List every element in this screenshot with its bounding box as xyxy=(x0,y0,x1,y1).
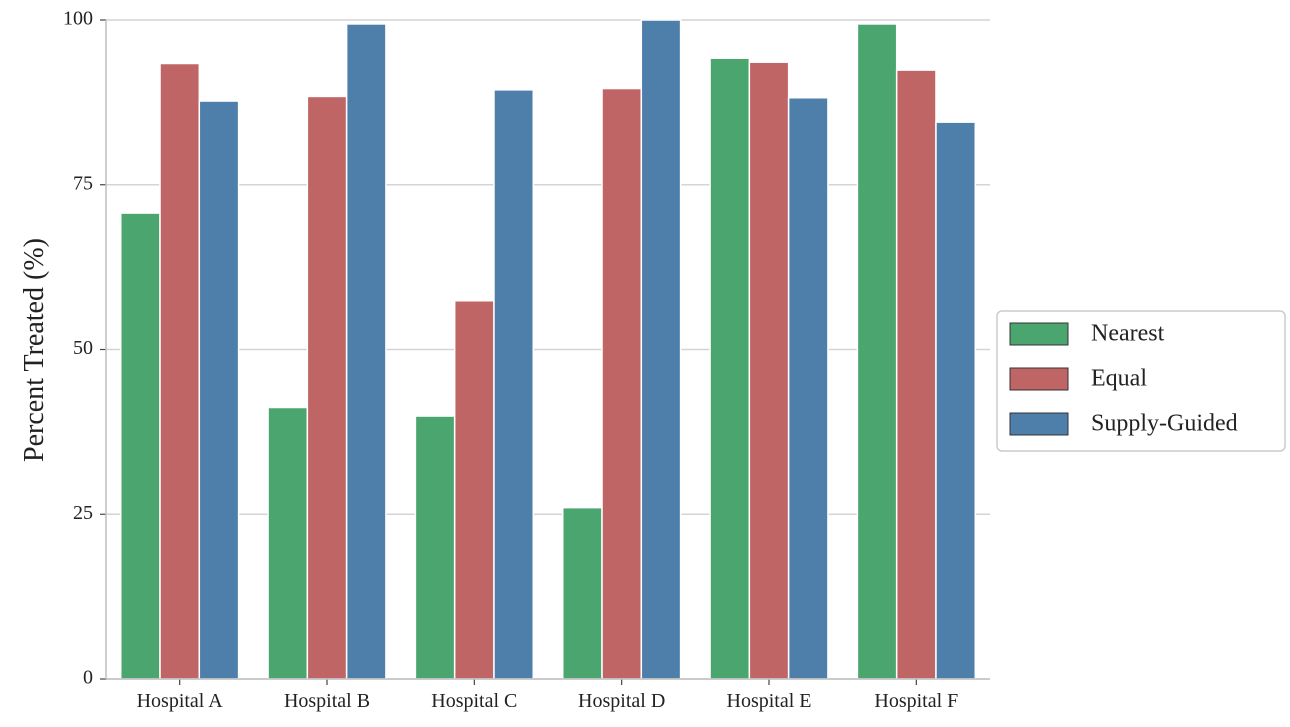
bar-equal-hospital-c xyxy=(453,299,495,680)
bar-supply-guided-hospital-c xyxy=(493,89,535,680)
bar-supply-guided-hospital-b xyxy=(345,23,387,680)
bar-nearest-hospital-f xyxy=(856,23,898,680)
bar-equal-hospital-e xyxy=(748,61,790,680)
legend-label: Supply-Guided xyxy=(1091,411,1238,437)
bar-nearest-hospital-e xyxy=(709,57,751,680)
y-axis-title: Percent Treated (%) xyxy=(19,238,50,462)
bar-supply-guided-hospital-f xyxy=(935,121,977,680)
legend-swatch xyxy=(1009,412,1069,436)
bar-supply-guided-hospital-d xyxy=(640,19,682,680)
y-tick-label: 50 xyxy=(73,337,93,359)
bar-equal-hospital-a xyxy=(159,62,201,680)
bar-nearest-hospital-d xyxy=(561,506,603,680)
legend-box xyxy=(996,310,1286,452)
y-tick-label: 100 xyxy=(63,8,93,30)
x-tick-label: Hospital A xyxy=(137,690,224,712)
x-tick-label: Hospital F xyxy=(874,690,958,712)
bar-nearest-hospital-b xyxy=(267,406,309,680)
bar-nearest-hospital-a xyxy=(119,212,161,680)
bar-supply-guided-hospital-a xyxy=(198,100,240,680)
axes: 0 25 50 75 100 Hospital A Hospital B Hospital C… xyxy=(63,8,990,712)
y-tick-label: 75 xyxy=(73,172,93,194)
bar-equal-hospital-b xyxy=(306,95,348,680)
bar-equal-hospital-d xyxy=(601,87,643,680)
legend: Nearest Equal Supply-Guided xyxy=(996,310,1286,452)
y-tick-label: 25 xyxy=(73,502,93,524)
legend-label: Equal xyxy=(1091,366,1147,392)
x-tick-label: Hospital B xyxy=(284,690,370,712)
legend-swatch xyxy=(1009,322,1069,346)
legend-swatch xyxy=(1009,367,1069,391)
bars xyxy=(119,19,977,680)
y-tick-label: 0 xyxy=(83,667,93,689)
bar-supply-guided-hospital-e xyxy=(787,97,829,680)
legend-label: Nearest xyxy=(1091,321,1165,347)
x-tick-label: Hospital C xyxy=(431,690,517,712)
bar-nearest-hospital-c xyxy=(414,415,456,680)
x-tick-label: Hospital D xyxy=(578,690,665,712)
bar-equal-hospital-f xyxy=(895,69,937,680)
x-tick-label: Hospital E xyxy=(727,690,812,712)
